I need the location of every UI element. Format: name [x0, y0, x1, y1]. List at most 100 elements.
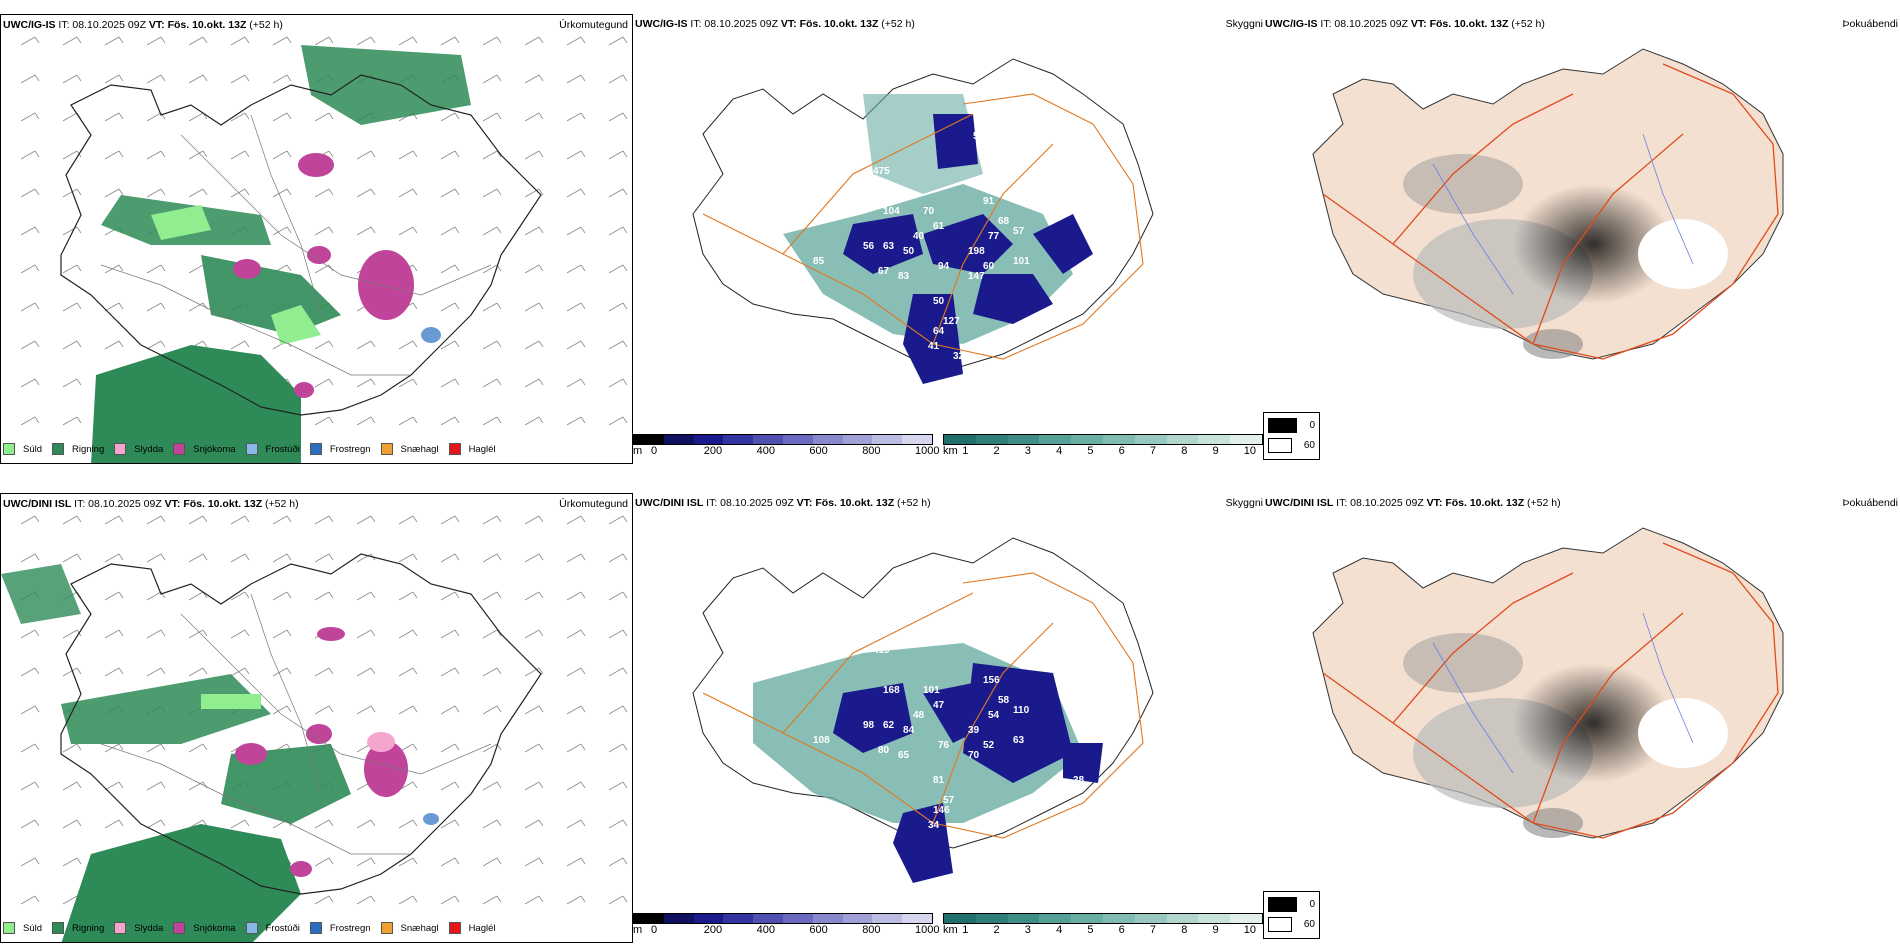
legend-swatch — [245, 443, 258, 455]
ceiling-label: 147 — [968, 271, 985, 282]
parameter-name: Úrkomutegund — [559, 498, 628, 510]
wind-barb — [440, 819, 460, 829]
wind-barb — [20, 895, 40, 905]
wind-barb — [440, 591, 460, 601]
parameter-name: Úrkomutegund — [559, 19, 628, 31]
wind-barb — [608, 629, 628, 639]
wind-barb — [356, 819, 376, 829]
legend-item: Haglél — [448, 443, 496, 455]
legend-swatch — [3, 443, 15, 455]
wind-barb — [482, 188, 502, 198]
legend-item: Snæhagl — [380, 443, 439, 455]
wind-barb — [62, 74, 82, 84]
wind-barb — [566, 705, 586, 715]
wind-barb — [356, 378, 376, 388]
wind-barb — [356, 705, 376, 715]
wind-barb — [566, 819, 586, 829]
wind-barb — [482, 629, 502, 639]
legend-item: Frostúði — [245, 443, 300, 455]
fog-shading — [1403, 633, 1728, 838]
ceiling-label: 104 — [883, 206, 900, 217]
wind-barb — [524, 629, 544, 639]
wind-barb — [230, 36, 250, 46]
wind-barb — [398, 591, 418, 601]
wind-barb — [104, 667, 124, 677]
wind-barb — [608, 378, 628, 388]
wind-barb — [20, 226, 40, 236]
wind-barb — [608, 264, 628, 274]
legend-swatch — [245, 922, 258, 934]
scale-swatch — [1071, 435, 1103, 444]
scale-tick-label: 5 — [1087, 445, 1094, 457]
wind-barb — [272, 591, 292, 601]
wind-barb — [566, 857, 586, 867]
wind-barb — [608, 781, 628, 791]
wind-barb — [104, 340, 124, 350]
scale-swatch — [782, 914, 813, 923]
scale-swatch — [634, 435, 664, 444]
wind-barb — [482, 378, 502, 388]
wind-barb — [398, 226, 418, 236]
wind-barb — [398, 667, 418, 677]
wind-barb — [524, 226, 544, 236]
ceiling-label: 57 — [1013, 226, 1025, 237]
wind-barb — [314, 378, 334, 388]
wind-barb — [608, 302, 628, 312]
wind-barb — [524, 781, 544, 791]
wind-barb — [524, 819, 544, 829]
wind-barb — [524, 112, 544, 122]
wind-barb — [314, 705, 334, 715]
wind-barb — [398, 515, 418, 525]
wind-barb — [146, 667, 166, 677]
wind-barb — [482, 36, 502, 46]
legend-item: Súld — [3, 922, 42, 934]
legend-swatch — [380, 443, 393, 455]
scale-swatch — [1039, 435, 1072, 444]
scale-swatch — [1198, 435, 1231, 444]
wind-barb — [566, 743, 586, 753]
legend-item: Snjókoma — [173, 922, 236, 934]
wind-barb — [566, 226, 586, 236]
legend-label: Snæhagl — [400, 443, 439, 455]
wind-barb — [398, 150, 418, 160]
ceiling-label: 58 — [998, 695, 1010, 706]
wind-barb — [566, 553, 586, 563]
wind-barb — [146, 150, 166, 160]
wind-barb — [20, 188, 40, 198]
legend-label: Súld — [23, 922, 43, 934]
wind-barb — [482, 819, 502, 829]
legend-item: Frostúði — [245, 922, 300, 934]
wind-barb — [188, 667, 208, 677]
wind-barb — [398, 857, 418, 867]
scale-swatch — [663, 435, 694, 444]
scale-tick-label: 3 — [1024, 924, 1031, 936]
scale-swatch — [944, 914, 976, 923]
scale-swatch — [975, 435, 1008, 444]
panel-title: UWC/IG-IS IT: 08.10.2025 09Z VT: Fös. 10… — [3, 19, 283, 31]
wind-barb — [482, 667, 502, 677]
wind-barb — [524, 36, 544, 46]
legend-swatch — [380, 922, 393, 934]
wind-barb — [356, 629, 376, 639]
wind-barb — [230, 591, 250, 601]
scale-swatch — [902, 435, 932, 444]
legend-label: Rigning — [72, 922, 105, 934]
scale-tick-label: 0 — [651, 924, 658, 936]
ceiling-label: 63 — [1013, 735, 1025, 746]
ceiling-label: 198 — [968, 246, 985, 257]
scale-tick-label: 6 — [1118, 924, 1125, 936]
wind-barb — [356, 895, 376, 905]
scale-tick-label: 800 — [862, 445, 881, 457]
ceiling-label: 54 — [988, 710, 1000, 721]
legend-label: Súld — [23, 443, 43, 455]
wind-barb — [482, 302, 502, 312]
legend-label: Slydda — [134, 443, 164, 455]
scale-swatch — [1230, 914, 1262, 923]
wind-barb — [314, 553, 334, 563]
wind-barb — [566, 378, 586, 388]
wind-barb — [20, 743, 40, 753]
ceiling-label: 76 — [938, 740, 950, 751]
wind-barb — [62, 188, 82, 198]
ceiling-label: 101 — [923, 685, 940, 696]
